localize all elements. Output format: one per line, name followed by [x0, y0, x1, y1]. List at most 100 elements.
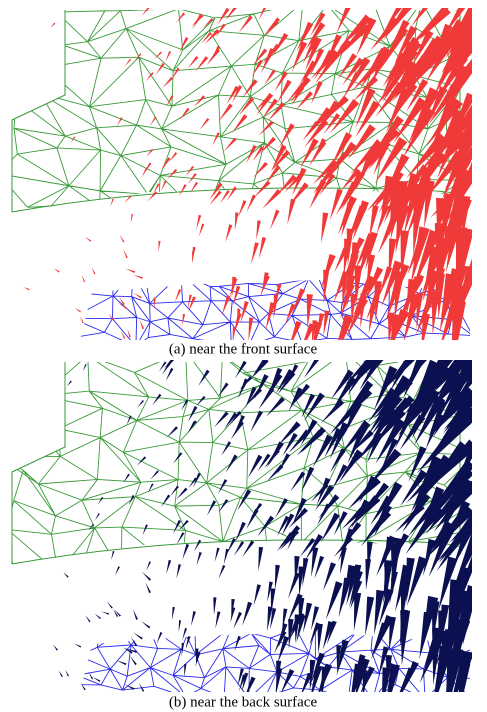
vector-glyph	[24, 287, 30, 290]
vector-glyph	[304, 354, 321, 378]
vector-glyph	[252, 60, 263, 77]
vector-glyph	[173, 452, 182, 464]
vector-glyph	[321, 399, 344, 423]
vector-glyph	[82, 275, 86, 282]
vector-glyph	[74, 644, 81, 648]
vector-glyph	[152, 394, 161, 405]
vector-glyph	[190, 182, 198, 194]
vector-glyph	[125, 268, 135, 273]
caption: (b) near the back surface	[169, 694, 318, 710]
vector-glyph	[137, 456, 146, 465]
vector-glyph	[302, 558, 308, 586]
vector-glyph	[266, 397, 285, 417]
vector-glyph	[213, 597, 216, 615]
vector-glyph	[141, 621, 150, 628]
vector-glyph	[95, 513, 100, 520]
caption: (a) near the front surface	[169, 341, 318, 357]
vector-glyph	[130, 656, 137, 665]
vector-glyph	[133, 609, 138, 620]
vector-glyph	[248, 455, 263, 478]
vector-glyph	[167, 426, 178, 437]
vector-glyph	[220, 190, 230, 203]
vector-glyph	[165, 51, 171, 62]
vector-glyph	[166, 560, 171, 574]
vector-glyph	[203, 18, 213, 28]
vector-glyph	[215, 548, 220, 562]
vector-glyph	[184, 664, 186, 677]
vector-glyph	[196, 396, 206, 406]
vector-glyph	[224, 138, 237, 152]
vector-glyph	[218, 499, 228, 512]
vector-glyph	[150, 116, 157, 125]
vector-glyph	[274, 295, 279, 319]
vector-glyph	[142, 6, 151, 16]
vector-glyph	[157, 632, 163, 644]
vector-glyph	[262, 189, 281, 209]
vector-glyph	[133, 275, 143, 279]
vector-glyph	[215, 611, 220, 628]
vector-glyph	[332, 464, 347, 489]
page: {"figure": {"panels": [{"caption": "(a) …	[0, 0, 487, 712]
vector-glyph	[98, 497, 104, 505]
vector-glyph	[311, 547, 318, 577]
vector-glyph	[423, 539, 435, 576]
vector-glyph	[197, 552, 202, 565]
vector-glyph	[194, 95, 205, 107]
vector-glyph	[176, 564, 181, 578]
vector-glyph	[254, 584, 261, 605]
vector-glyph	[313, 163, 339, 194]
vector-glyph	[365, 596, 374, 635]
vector-glyph	[150, 470, 159, 479]
vector-glyph	[92, 267, 96, 274]
vector-glyph	[175, 289, 181, 302]
vector-glyph	[211, 46, 221, 62]
vector-glyph	[239, 97, 254, 116]
vector-glyph	[365, 559, 371, 590]
vector-glyph	[146, 583, 152, 593]
vector-glyph	[53, 645, 58, 651]
vector-glyph	[219, 565, 226, 579]
vector-glyph	[118, 303, 127, 309]
vector-glyph	[196, 215, 201, 230]
vector-glyph	[85, 237, 91, 242]
vector-glyph	[256, 220, 261, 240]
vector-glyph	[309, 179, 326, 209]
vector-glyph	[287, 199, 295, 225]
vector-glyph	[389, 617, 396, 652]
vector-glyph	[253, 162, 268, 178]
vector-glyph	[94, 613, 100, 619]
vector-glyph	[192, 14, 202, 29]
vector-glyph	[182, 544, 189, 560]
vector-glyph	[231, 421, 244, 440]
vector-glyph	[207, 500, 216, 515]
vector-glyph	[317, 624, 322, 654]
vector-glyph	[127, 329, 131, 338]
vector-glyph	[75, 308, 81, 313]
vector-glyph	[116, 660, 126, 665]
vector-glyph	[218, 479, 227, 494]
vector-glyph	[235, 212, 239, 230]
vector-glyph	[218, 103, 232, 121]
vector-glyph	[177, 532, 185, 544]
vector-glyph	[227, 186, 237, 200]
vector-glyph	[330, 189, 343, 221]
vector-glyph	[292, 384, 310, 406]
vector-glyph	[222, 295, 231, 315]
vector-glyph	[182, 643, 185, 657]
vector-glyph	[142, 572, 151, 581]
vector-glyph	[259, 3, 268, 20]
vector-glyph	[179, 108, 189, 121]
vector-glyph	[369, 304, 376, 334]
vector-glyph	[246, 145, 257, 164]
panel	[0, 0, 487, 362]
vector-glyph	[83, 364, 87, 371]
vector-glyph	[233, 612, 242, 629]
vector-glyph	[154, 52, 162, 60]
vector-glyph	[326, 581, 343, 619]
vector-glyph	[161, 180, 167, 191]
vector-glyph	[50, 23, 55, 28]
vector-glyph	[321, 666, 327, 698]
vector-glyph	[188, 56, 199, 69]
glyphs	[53, 340, 487, 712]
vector-glyph	[198, 370, 209, 386]
